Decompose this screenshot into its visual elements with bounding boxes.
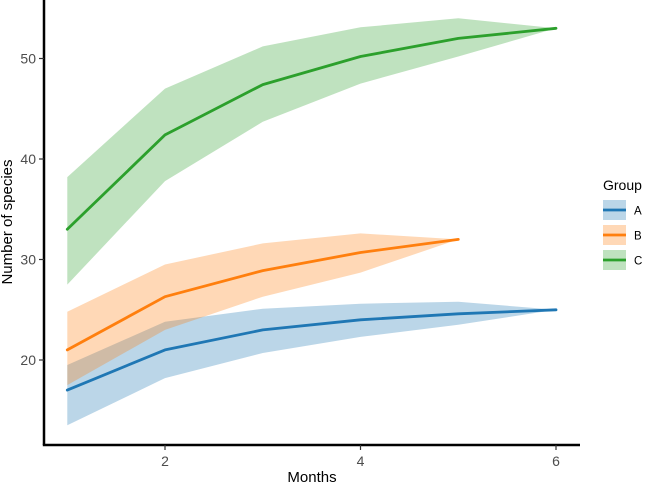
series-lines [65, 26, 558, 392]
y-tick-label-30: 30 [20, 252, 36, 268]
series-line-B [65, 237, 460, 352]
legend-title: Group [603, 177, 642, 193]
band-A [67, 301, 557, 426]
band-C [67, 18, 557, 285]
x-axis-title: Months [287, 469, 336, 482]
x-tick-label-6: 6 [552, 453, 560, 469]
legend-label-C: C [634, 256, 642, 268]
legend-item-A: A [603, 200, 642, 220]
x-tick-label-2: 2 [161, 453, 169, 469]
series-line-A [65, 308, 558, 392]
x-tick-label-4: 4 [357, 453, 365, 469]
legend: Group A B C [603, 177, 642, 270]
y-tick-label-20: 20 [20, 352, 36, 368]
band-B [67, 233, 459, 386]
axes: 20 30 40 50 2 4 6 Months Number of species [0, 0, 580, 482]
legend-label-A: A [634, 206, 642, 218]
confidence-bands [67, 18, 557, 426]
series-line-C [65, 26, 558, 231]
legend-item-B: B [603, 225, 642, 245]
y-tick-label-40: 40 [20, 151, 36, 167]
legend-label-B: B [634, 231, 642, 243]
y-axis-title: Number of species [0, 159, 16, 284]
legend-item-C: C [603, 250, 642, 270]
y-tick-label-50: 50 [20, 51, 36, 67]
